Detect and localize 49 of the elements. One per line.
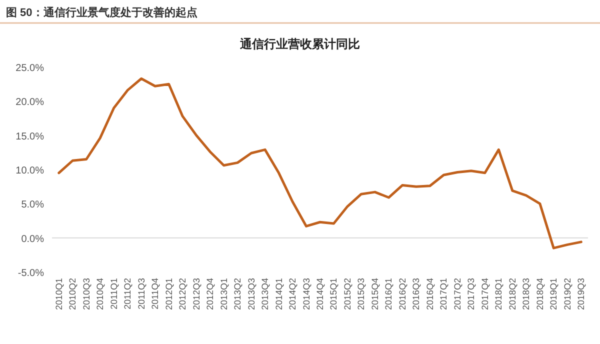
line-series xyxy=(58,77,582,250)
x-tick-label: 2012Q2 xyxy=(178,278,188,310)
x-tick-label: 2015Q3 xyxy=(356,278,366,310)
x-tick-label: 2013Q2 xyxy=(232,278,243,310)
x-tick-label: 2012Q4 xyxy=(205,278,216,310)
x-tick-label: 2018Q4 xyxy=(534,278,545,310)
x-tick-label: 2017Q1 xyxy=(438,278,449,310)
x-tick-label: 2014Q3 xyxy=(301,278,312,310)
y-tick-label: 20.0% xyxy=(16,97,44,108)
y-tick-label: 5.0% xyxy=(21,200,44,211)
x-tick-label: 2016Q2 xyxy=(397,278,408,310)
x-tick-label: 2016Q3 xyxy=(411,278,422,310)
y-tick-label: -5.0% xyxy=(18,268,44,279)
x-tick-label: 2019Q3 xyxy=(576,278,586,310)
x-tick-label: 2010Q1 xyxy=(54,278,64,310)
x-tick-label: 2019Q2 xyxy=(562,278,572,310)
x-tick-label: 2016Q4 xyxy=(424,278,435,310)
chart-title: 图 50：通信行业景气度处于改善的起点 xyxy=(6,6,198,19)
x-tick-label: 2012Q1 xyxy=(164,278,174,310)
x-tick-label: 2017Q3 xyxy=(466,278,476,310)
x-tick-label: 2010Q2 xyxy=(68,278,78,310)
x-tick-label: 2011Q4 xyxy=(150,278,160,310)
x-tick-label: 2015Q1 xyxy=(328,278,339,310)
x-tick-label: 2017Q4 xyxy=(480,278,490,310)
x-tick-label: 2017Q2 xyxy=(452,278,462,310)
x-tick-label: 2013Q3 xyxy=(246,278,256,310)
x-tick-label: 2018Q2 xyxy=(507,278,518,310)
x-tick-label: 2014Q1 xyxy=(274,278,284,310)
y-tick-label: 15.0% xyxy=(16,131,44,142)
x-tick-label: 2015Q4 xyxy=(370,278,380,310)
x-tick-label: 2014Q2 xyxy=(288,278,298,310)
x-tick-label: 2016Q1 xyxy=(384,278,394,310)
x-tick-label: 2012Q3 xyxy=(191,278,202,310)
y-tick-label: 25.0% xyxy=(16,63,44,74)
x-tick-label: 2010Q4 xyxy=(95,278,106,310)
y-tick-label: 0.0% xyxy=(21,234,44,245)
x-tick-label: 2014Q4 xyxy=(315,278,325,310)
x-tick-label: 2019Q1 xyxy=(548,278,559,310)
x-tick-label: 2013Q4 xyxy=(260,278,270,310)
chart-subtitle: 通信行业营收累计同比 xyxy=(239,37,360,51)
x-tick-label: 2011Q2 xyxy=(122,278,133,310)
y-tick-label: 10.0% xyxy=(16,166,44,176)
x-tick-label: 2010Q3 xyxy=(81,278,92,310)
x-tick-label: 2011Q1 xyxy=(108,278,119,310)
x-tick-label: 2013Q1 xyxy=(218,278,229,310)
x-tick-label: 2018Q1 xyxy=(494,278,504,310)
x-tick-label: 2011Q3 xyxy=(136,278,146,310)
x-tick-label: 2018Q3 xyxy=(521,278,532,310)
x-tick-label: 2015Q2 xyxy=(342,278,352,310)
